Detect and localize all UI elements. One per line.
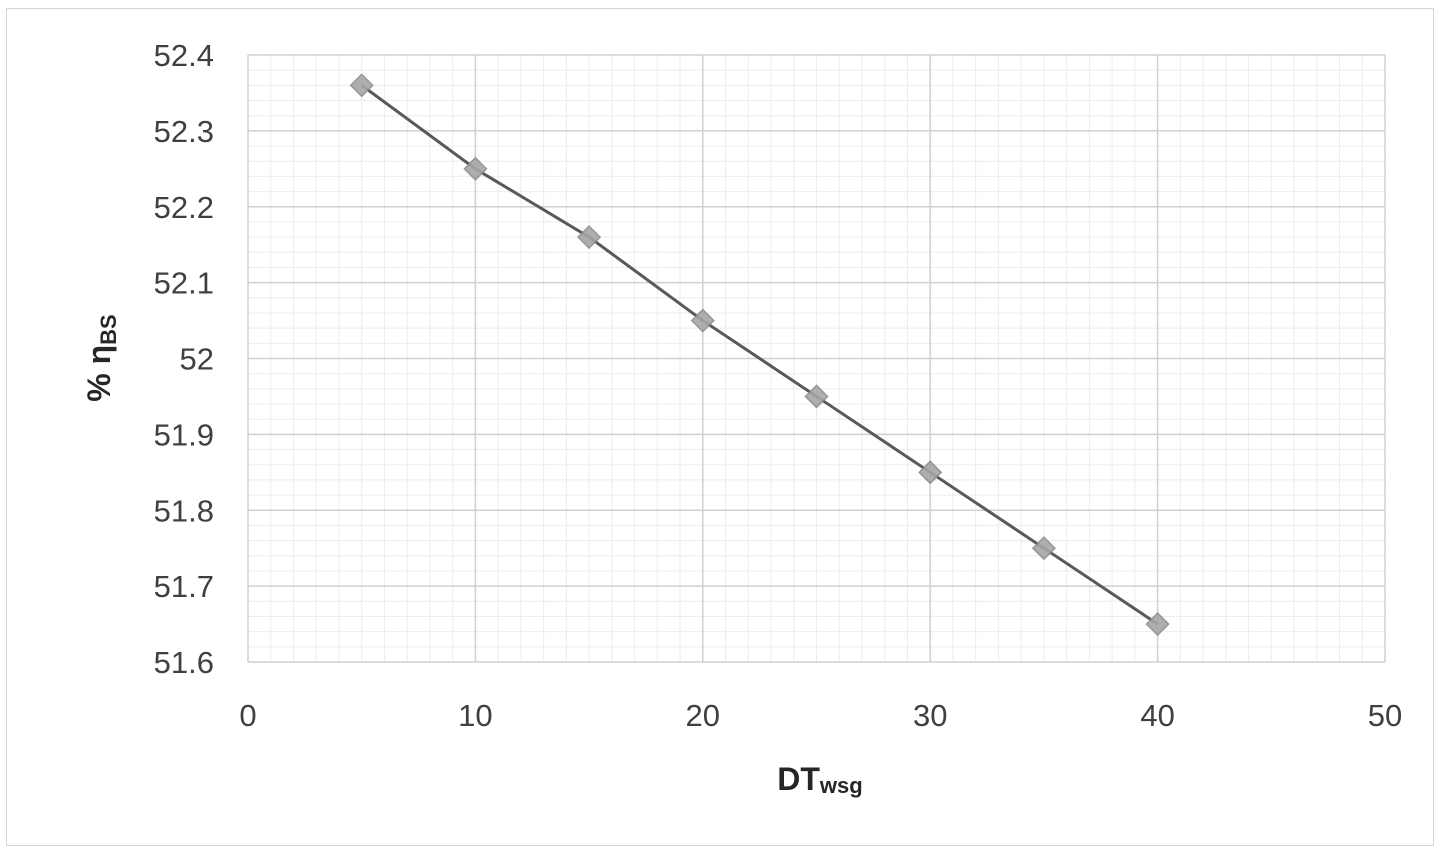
x-axis-tick-labels: 0 10 20 30 40 50 (239, 698, 1402, 733)
major-gridlines (247, 54, 1386, 663)
y-tick-label: 51.6 (154, 645, 214, 680)
y-tick-label: 51.7 (154, 569, 214, 604)
y-tick-label: 52.2 (154, 190, 214, 225)
x-tick-label: 10 (458, 698, 492, 733)
y-tick-label: 52.1 (154, 266, 214, 301)
y-axis-title-sub: BS (96, 314, 121, 345)
data-point-marker (577, 225, 602, 250)
series-line (360, 84, 1159, 626)
x-tick-label: 40 (1140, 698, 1174, 733)
x-tick-label: 0 (239, 698, 256, 733)
x-tick-label: 50 (1368, 698, 1402, 733)
y-tick-label: 51.9 (154, 417, 214, 452)
data-point-marker (918, 460, 943, 485)
x-axis-title-main: DT (777, 761, 820, 797)
x-axis-title-sub: wsg (819, 773, 863, 798)
y-axis-title-main: % η (81, 345, 117, 402)
series-group (349, 73, 1170, 637)
data-point-marker (463, 156, 488, 181)
data-point-marker (1145, 612, 1170, 637)
data-point-marker (1031, 536, 1056, 561)
y-tick-label: 52 (180, 342, 214, 377)
y-tick-label: 52.3 (154, 114, 214, 149)
y-axis-tick-labels: 51.6 51.7 51.8 51.9 52 52.1 52.2 52.3 52.4 (154, 38, 214, 680)
y-tick-label: 51.8 (154, 493, 214, 528)
data-point-marker (804, 384, 829, 409)
data-point-marker (349, 73, 374, 98)
y-tick-label: 52.4 (154, 38, 214, 73)
y-axis-title: % ηBS (81, 314, 121, 401)
data-point-marker (690, 308, 715, 333)
x-tick-label: 30 (913, 698, 947, 733)
x-axis-title: DTwsg (777, 761, 862, 798)
x-tick-label: 20 (686, 698, 720, 733)
